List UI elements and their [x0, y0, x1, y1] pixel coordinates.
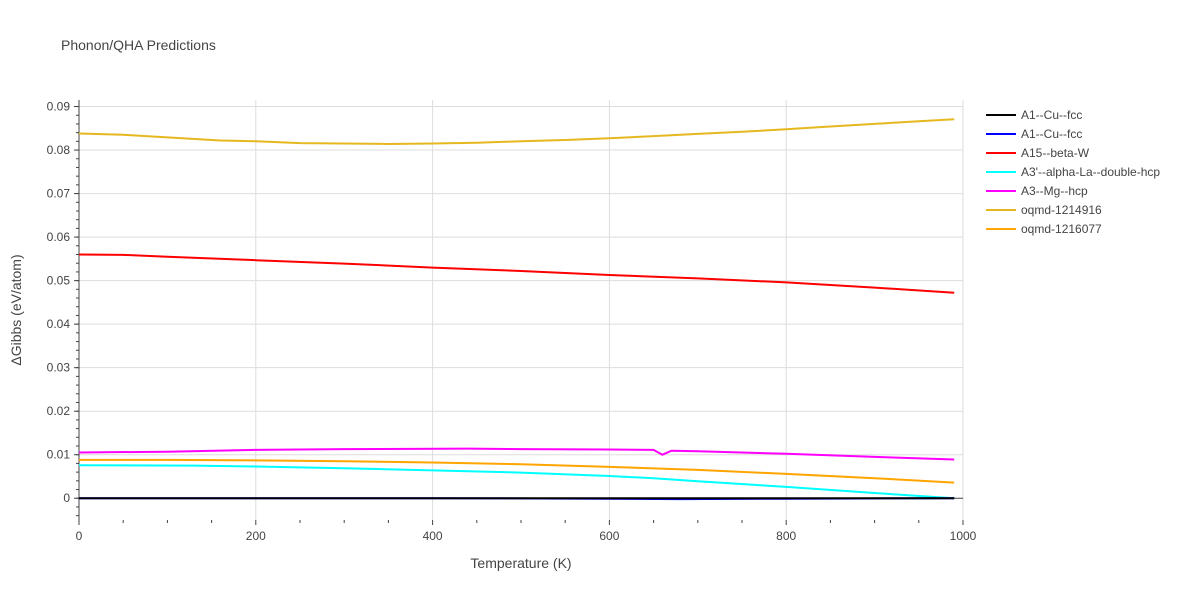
y-tick-label: 0.05	[47, 274, 71, 288]
y-tick-label: 0.03	[47, 361, 71, 375]
x-tick-label: 200	[246, 529, 266, 543]
x-tick-label: 400	[423, 529, 443, 543]
legend-label: oqmd-1214916	[1021, 203, 1102, 217]
y-tick-label: 0.08	[47, 143, 71, 157]
x-axis-title: Temperature (K)	[470, 555, 571, 571]
series-lines	[78, 118, 955, 501]
legend-label: A15--beta-W	[1021, 146, 1090, 160]
legend-item[interactable]: A1--Cu--fcc	[986, 108, 1082, 122]
axes	[74, 100, 964, 525]
y-tick-label: 0.01	[47, 448, 71, 462]
legend-item[interactable]: A3'--alpha-La--double-hcp	[986, 165, 1160, 179]
legend[interactable]: A1--Cu--fcc A1--Cu--fcc A15--beta-W A3'--al…	[986, 108, 1160, 236]
legend-label: oqmd-1216077	[1021, 222, 1102, 236]
tick-labels: 0 200 400 600 800 1000 0 0.01 0.02 0.03 0.04 0.05 0.…	[47, 100, 977, 543]
series-line	[78, 447, 955, 461]
x-tick-label: 1000	[950, 529, 977, 543]
series-line	[79, 458, 955, 484]
series-line	[78, 118, 955, 145]
y-axis-title: ΔGibbs (eV/atom)	[8, 254, 24, 365]
y-tick-label: 0.07	[47, 187, 71, 201]
y-tick-label: 0.02	[47, 404, 71, 418]
legend-label: A3--Mg--hcp	[1021, 184, 1088, 198]
y-tick-label: 0.04	[47, 317, 71, 331]
legend-item[interactable]: A1--Cu--fcc	[986, 127, 1082, 141]
y-tick-label: 0.09	[47, 100, 71, 114]
x-tick-label: 800	[776, 529, 796, 543]
x-tick-label: 0	[76, 529, 83, 543]
y-tick-label: 0	[63, 491, 70, 505]
series-line	[78, 464, 955, 500]
legend-label: A1--Cu--fcc	[1021, 127, 1082, 141]
x-tick-label: 600	[599, 529, 619, 543]
grid	[79, 100, 964, 520]
legend-item[interactable]: oqmd-1214916	[986, 203, 1102, 217]
series-line	[78, 253, 955, 294]
legend-item[interactable]: A15--beta-W	[986, 146, 1090, 160]
y-tick-label: 0.06	[47, 230, 71, 244]
legend-label: A3'--alpha-La--double-hcp	[1021, 165, 1160, 179]
chart-title: Phonon/QHA Predictions	[61, 37, 216, 53]
legend-item[interactable]: A3--Mg--hcp	[986, 184, 1088, 198]
legend-label: A1--Cu--fcc	[1021, 108, 1082, 122]
legend-item[interactable]: oqmd-1216077	[986, 222, 1102, 236]
